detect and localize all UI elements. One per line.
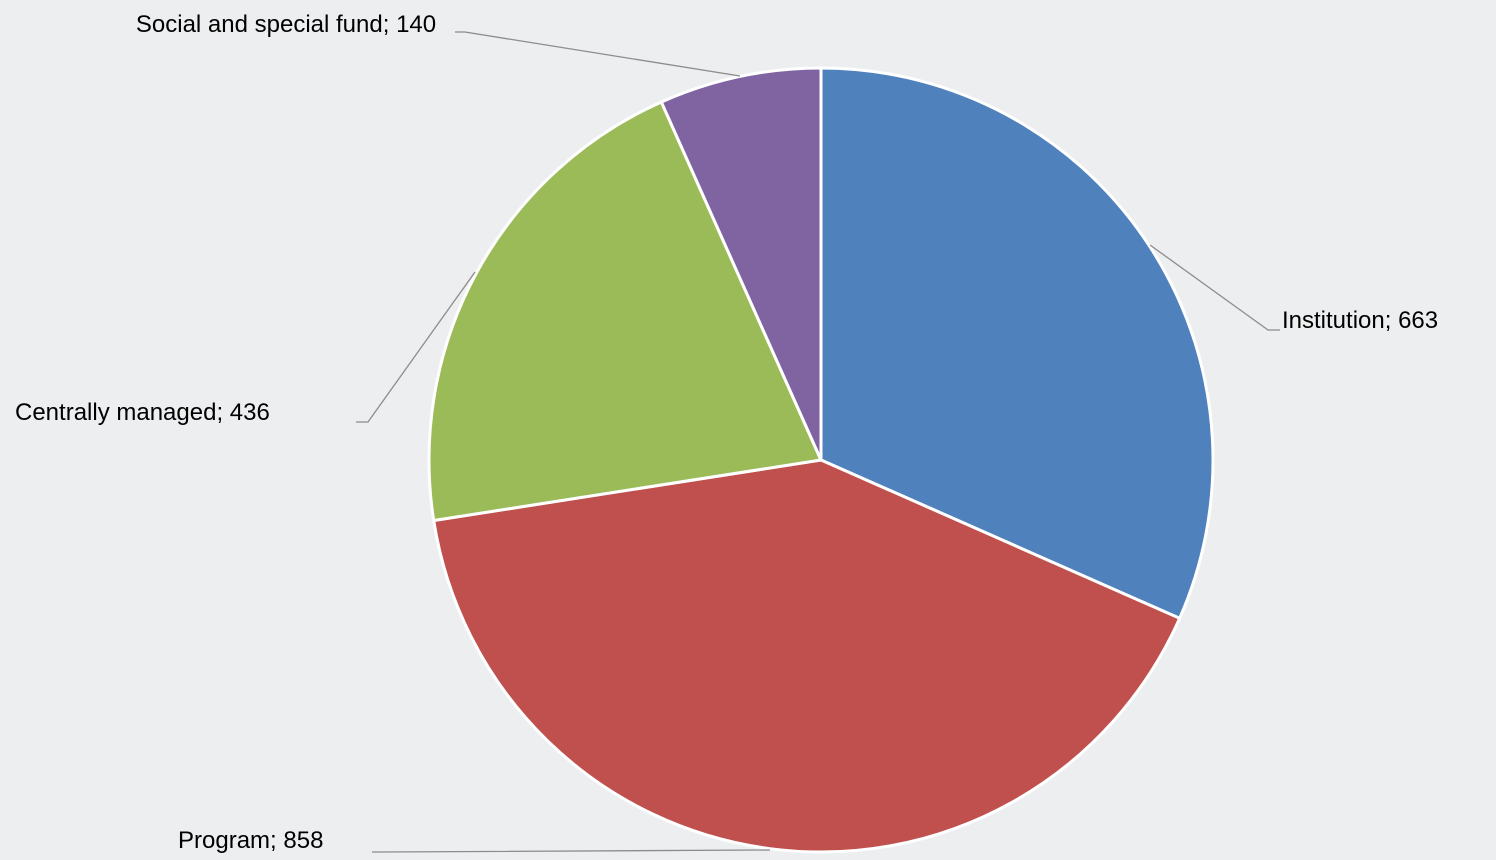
- pie-slice: [819, 66, 1215, 621]
- pie-slice: [659, 66, 823, 461]
- leader-line: [356, 271, 476, 423]
- leader-line: [372, 849, 771, 853]
- data-label: Centrally managed; 436: [15, 399, 270, 426]
- pie-slice: [431, 458, 1182, 854]
- data-label: Program; 858: [178, 827, 324, 854]
- data-label: Institution; 663: [1282, 307, 1439, 334]
- data-label: Social and special fund; 140: [135, 11, 437, 38]
- leader-line: [1149, 244, 1280, 331]
- pie-slice: [427, 100, 824, 523]
- slices: [427, 66, 1215, 854]
- leader-line: [455, 31, 741, 77]
